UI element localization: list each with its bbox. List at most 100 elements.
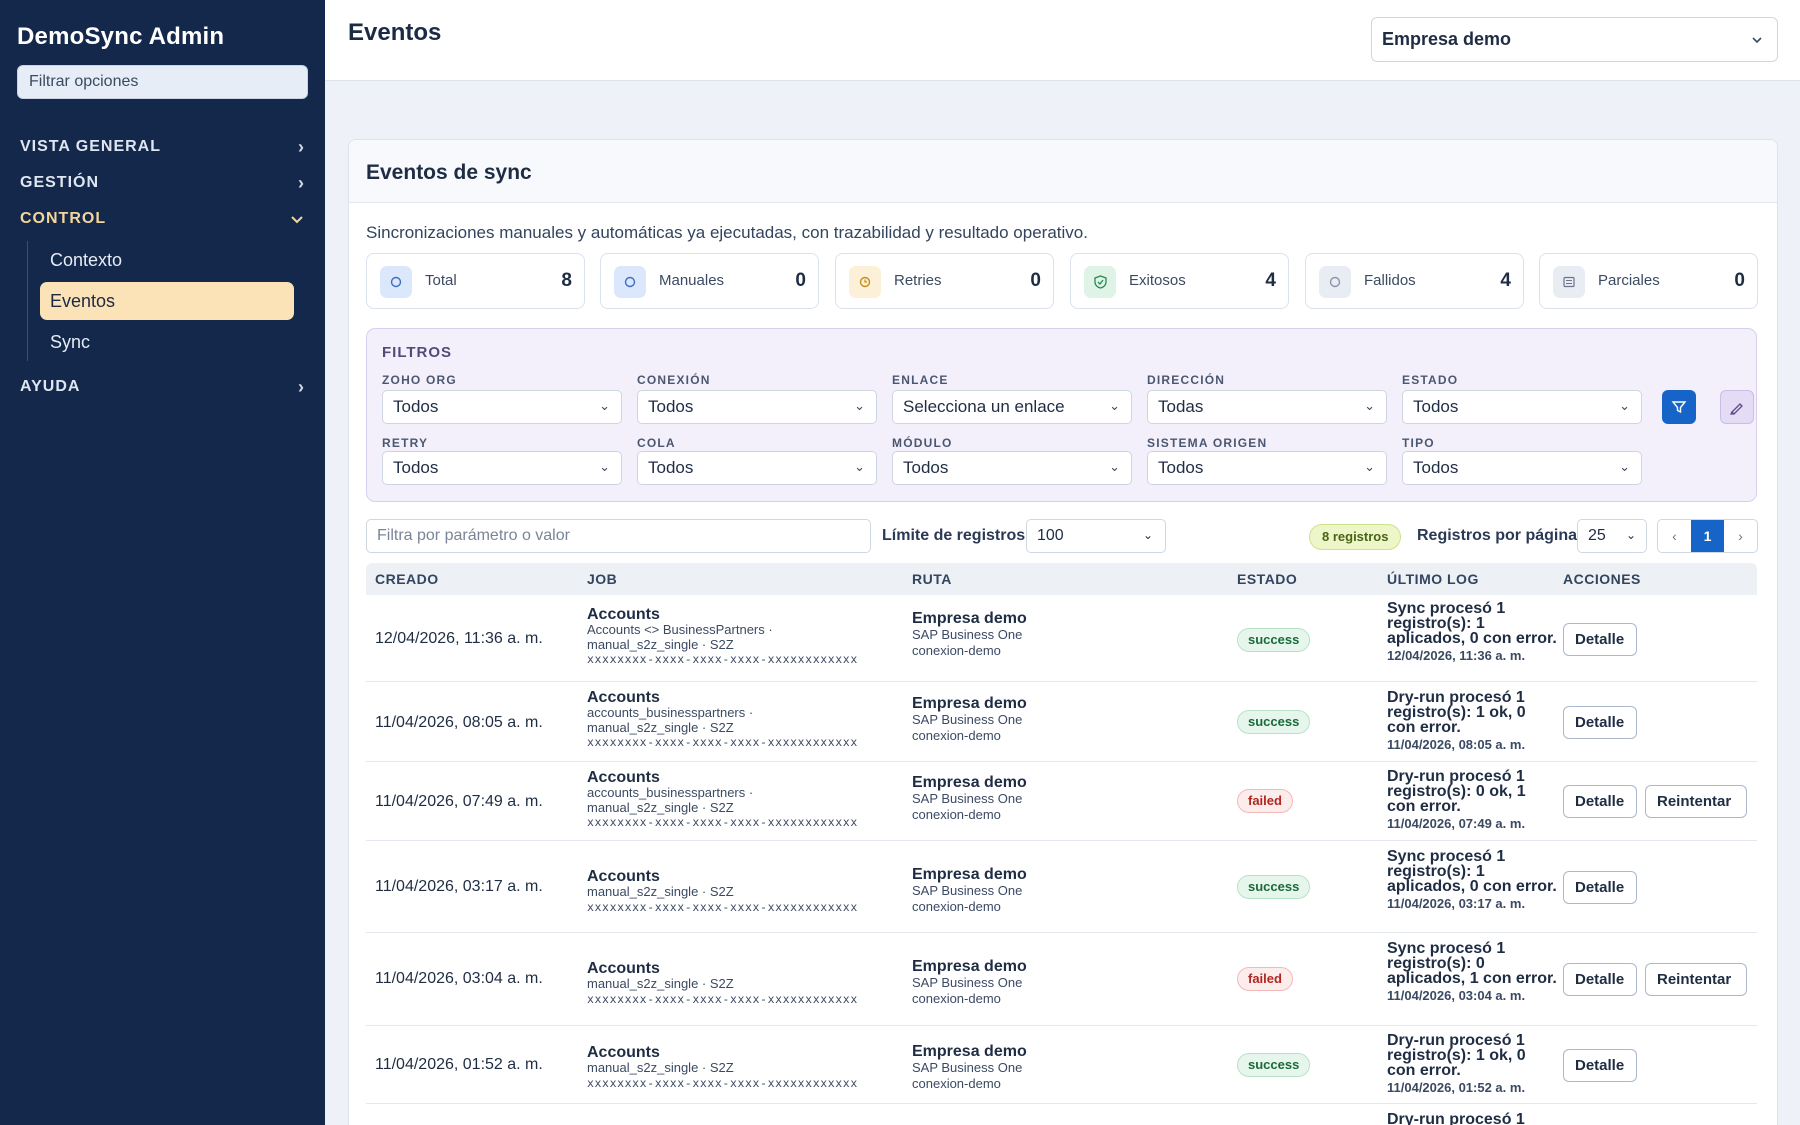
chevron-right-icon: › — [298, 376, 305, 397]
select-value: Todos — [1158, 458, 1204, 477]
sidebar-item-sync[interactable]: Sync — [50, 331, 91, 352]
filters-panel: FILTROS ZOHO ORG Todos ⌄ CONEXIÓN Todos ⌄ … — [366, 328, 1757, 502]
nav-section-gestion[interactable]: GESTIÓN › — [17, 165, 308, 201]
prev-page-button[interactable]: ‹ — [1672, 528, 1677, 544]
chevron-down-icon: ⌄ — [1364, 459, 1375, 474]
log-timestamp: 12/04/2026, 11:36 a. m. — [1387, 648, 1526, 663]
next-page-button[interactable]: › — [1738, 528, 1743, 544]
row-last-log: Dry-run procesó 1 registro(s): 1 ok, 0 c… — [1387, 1033, 1557, 1095]
retry-button[interactable]: Reintentar — [1645, 785, 1747, 818]
nav-section-label: CONTROL — [20, 210, 107, 227]
card-title: Eventos de sync — [366, 161, 532, 184]
route-title: Empresa demo — [912, 958, 1027, 975]
job-detail: manual_s2z_single · S2Z — [587, 636, 734, 652]
row-created: 11/04/2026, 03:17 a. m. — [375, 878, 543, 895]
stat-value: 0 — [795, 270, 806, 291]
log-message: Sync procesó 1 registro(s): 0 aplicados,… — [1387, 940, 1557, 987]
stat-label: Exitosos — [1129, 272, 1186, 289]
job-uuid: xxxxxxxx-xxxx-xxxx-xxxx-xxxxxxxxxxxx — [587, 815, 858, 829]
filter-direccion-select[interactable]: Todas ⌄ — [1147, 390, 1387, 424]
per-page-label: Registros por página — [1417, 527, 1578, 544]
detail-button[interactable]: Detalle — [1563, 785, 1637, 818]
circle-icon — [614, 266, 646, 298]
sidebar-item-contexto[interactable]: Contexto — [50, 249, 123, 270]
row-created: 11/04/2026, 07:49 a. m. — [375, 793, 543, 810]
row-route: Empresa demo SAP Business One conexion-d… — [912, 775, 1192, 823]
chevron-down-icon: ⌄ — [1142, 528, 1153, 542]
nav-section-ayuda[interactable]: AYUDA › — [17, 369, 308, 405]
card-description: Sincronizaciones manuales y automáticas … — [366, 223, 1088, 242]
topbar: Eventos Empresa demo — [325, 0, 1800, 81]
select-value: Todos — [1413, 397, 1459, 416]
route-system: SAP Business One — [912, 1060, 1023, 1075]
pagination: ‹ 1 › — [1657, 519, 1758, 553]
status-badge: success — [1237, 628, 1311, 652]
company-select[interactable]: Empresa demo — [1371, 17, 1778, 62]
job-detail: manual_s2z_single · S2Z — [587, 1060, 734, 1075]
filter-label-modulo: MÓDULO — [892, 436, 953, 450]
filter-label-retry: RETRY — [382, 436, 429, 450]
job-detail: manual_s2z_single · S2Z — [587, 884, 734, 899]
detail-button[interactable]: Detalle — [1563, 963, 1637, 996]
job-title: Accounts — [587, 960, 660, 977]
clear-filter-button[interactable] — [1720, 390, 1754, 424]
filter-estado-select[interactable]: Todos ⌄ — [1402, 390, 1642, 424]
row-route: Empresa demo SAP Business One conexion-d… — [912, 1044, 1192, 1092]
select-value: 25 — [1588, 527, 1606, 544]
chevron-down-icon: ⌄ — [854, 398, 865, 413]
page-button-current[interactable]: 1 — [1691, 520, 1724, 552]
row-last-log: Dry-run procesó 1 registro(s): 0 ok, 1 c… — [1387, 769, 1557, 831]
detail-button[interactable]: Detalle — [1563, 623, 1637, 656]
job-uuid: xxxxxxxx-xxxx-xxxx-xxxx-xxxxxxxxxxxx — [587, 991, 858, 1006]
apply-filter-button[interactable] — [1662, 390, 1696, 424]
select-value: Todos — [648, 458, 694, 477]
row-created: 12/04/2026, 11:36 a. m. — [375, 630, 543, 647]
sidebar-filter-input[interactable]: Filtrar opciones — [17, 65, 308, 99]
job-title: Accounts — [587, 606, 660, 623]
filter-conexion-select[interactable]: Todos ⌄ — [637, 390, 877, 424]
row-last-log: Dry-run procesó 1 registro(s): 1 ok, 0 c… — [1387, 690, 1557, 752]
stat-label: Parciales — [1598, 272, 1660, 289]
nav-section-label: AYUDA — [20, 378, 81, 395]
job-uuid: xxxxxxxx-xxxx-xxxx-xxxx-xxxxxxxxxxxx — [587, 899, 858, 914]
detail-button[interactable]: Detalle — [1563, 871, 1637, 904]
table-header: CREADO JOB RUTA ESTADO ÚLTIMO LOG ACCION… — [366, 563, 1757, 595]
table-row: 11/04/2026, 08:05 a. m. Accounts account… — [366, 682, 1757, 762]
log-timestamp: 11/04/2026, 01:52 a. m. — [1387, 1080, 1526, 1095]
filter-enlace-select[interactable]: Selecciona un enlace ⌄ — [892, 390, 1132, 424]
filter-modulo-select[interactable]: Todos ⌄ — [892, 451, 1132, 485]
filter-tipo-select[interactable]: Todos ⌄ — [1402, 451, 1642, 485]
param-search-input[interactable]: Filtra por parámetro o valor — [366, 519, 871, 553]
row-created: 11/04/2026, 08:05 a. m. — [375, 714, 543, 731]
select-value: Todos — [648, 397, 694, 416]
filter-label-sistema-origen: SISTEMA ORIGEN — [1147, 436, 1268, 450]
nav-section-vista-general[interactable]: VISTA GENERAL › — [17, 129, 308, 165]
stat-value: 0 — [1734, 270, 1745, 291]
table-row: 11/04/2026, 07:49 a. m. Accounts account… — [366, 762, 1757, 841]
job-uuid: xxxxxxxx-xxxx-xxxx-xxxx-xxxxxxxxxxxx — [587, 1075, 858, 1090]
filter-label-enlace: ENLACE — [892, 373, 949, 387]
detail-button[interactable]: Detalle — [1563, 1049, 1637, 1082]
stat-value: 0 — [1030, 270, 1041, 291]
per-page-select[interactable]: 25 ⌄ — [1577, 519, 1647, 553]
sidebar-item-eventos[interactable]: Eventos — [40, 282, 294, 320]
select-value: Selecciona un enlace — [903, 397, 1065, 416]
sidebar: DemoSync Admin Filtrar opciones VISTA GE… — [0, 0, 325, 1125]
nav-section-control[interactable]: CONTROL — [17, 201, 308, 237]
limit-select[interactable]: 100 ⌄ — [1026, 519, 1166, 553]
route-title: Empresa demo — [912, 774, 1027, 791]
route-connection: conexion-demo — [912, 991, 1001, 1006]
row-created: 11/04/2026, 01:52 a. m. — [375, 1056, 543, 1073]
row-last-log: Sync procesó 1 registro(s): 1 aplicados,… — [1387, 849, 1557, 911]
filter-sistema-origen-select[interactable]: Todos ⌄ — [1147, 451, 1387, 485]
filter-retry-select[interactable]: Todos ⌄ — [382, 451, 622, 485]
retry-button[interactable]: Reintentar — [1645, 963, 1747, 996]
filter-cola-select[interactable]: Todos ⌄ — [637, 451, 877, 485]
record-count-badge: 8 registros — [1309, 524, 1402, 550]
shield-check-icon — [1084, 266, 1116, 298]
filter-label-zoho-org: ZOHO ORG — [382, 373, 457, 387]
filter-zoho-org-select[interactable]: Todos ⌄ — [382, 390, 622, 424]
stat-label: Total — [425, 272, 457, 289]
detail-button[interactable]: Detalle — [1563, 706, 1637, 739]
row-job: Accounts accounts_businesspartners · man… — [587, 689, 887, 750]
